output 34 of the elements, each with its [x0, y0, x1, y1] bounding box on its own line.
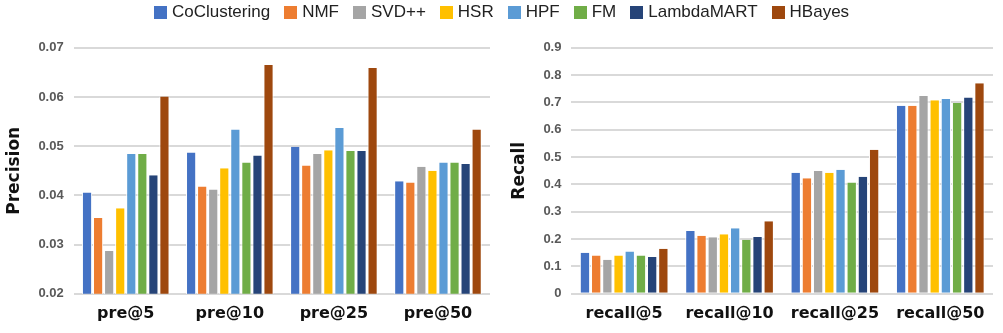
y-tick-label: 0.3: [543, 203, 562, 219]
x-tick-label: pre@10: [195, 302, 265, 322]
legend-label: FM: [591, 2, 617, 22]
legend-label: HSR: [457, 2, 494, 22]
x-tick-label: recall@5: [585, 302, 663, 322]
y-tick-label: 0.5: [543, 148, 562, 164]
legend-label: LambdaMART: [648, 2, 758, 22]
y-tick-label: 0.05: [38, 137, 64, 153]
y-axis-title: Recall: [507, 141, 528, 200]
y-tick-label: 0.2: [543, 230, 562, 246]
y-tick-label: 0.6: [543, 121, 562, 137]
legend-label: CoClustering: [171, 2, 271, 22]
x-tick-label: pre@25: [299, 302, 369, 322]
legend-label: HPF: [525, 2, 560, 22]
y-tick-label: 0.06: [38, 88, 64, 104]
x-tick-label: recall@25: [790, 302, 880, 322]
y-tick-label: 0.04: [38, 186, 65, 202]
y-tick-label: 0: [554, 285, 562, 301]
legend-label: HBayes: [789, 2, 850, 22]
legend-label: SVD++: [371, 2, 426, 22]
y-tick-label: 0.1: [543, 258, 562, 274]
y-axis-title: Precision: [2, 126, 23, 215]
y-tick-label: 0.4: [543, 176, 563, 192]
legend-label: NMF: [302, 2, 339, 22]
y-tick-label: 0.7: [543, 94, 562, 110]
x-tick-label: pre@50: [403, 302, 473, 322]
y-tick-label: 0.03: [38, 236, 64, 252]
x-tick-label: pre@5: [97, 302, 155, 322]
x-tick-label: recall@10: [685, 302, 774, 322]
y-tick-label: 0.9: [543, 39, 562, 55]
x-tick-label: recall@50: [896, 302, 985, 322]
y-tick-label: 0.02: [38, 285, 64, 301]
y-tick-label: 0.8: [543, 66, 562, 82]
y-tick-label: 0.07: [38, 39, 64, 55]
